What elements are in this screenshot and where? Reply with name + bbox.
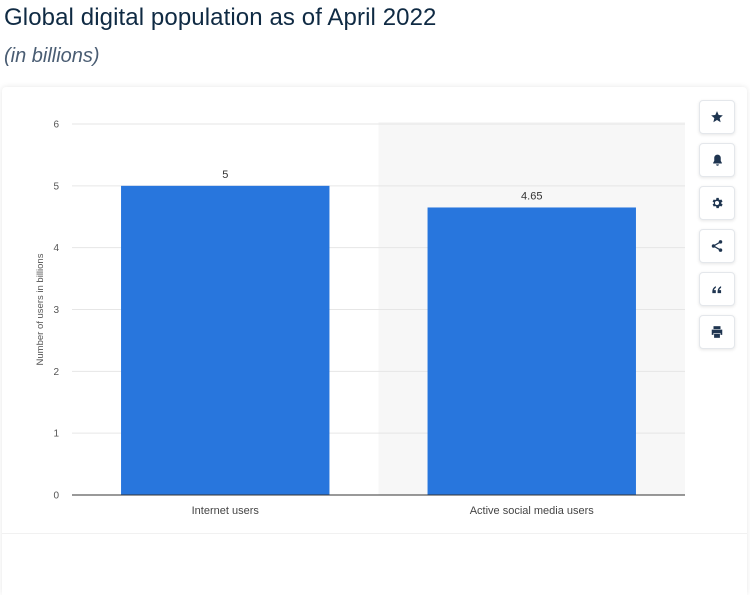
bar — [121, 185, 330, 496]
print-icon — [711, 326, 723, 338]
y-tick-label: 2 — [53, 367, 59, 378]
notification-button[interactable] — [699, 143, 735, 177]
y-tick-label: 1 — [53, 429, 59, 440]
bar — [427, 207, 636, 495]
y-tick-label: 6 — [53, 120, 59, 131]
chart-toolbar — [699, 100, 735, 358]
page-title: Global digital population as of April 20… — [4, 4, 437, 31]
share-icon — [711, 240, 723, 252]
y-tick-label: 5 — [53, 181, 59, 192]
settings-button[interactable] — [699, 186, 735, 220]
y-tick-label: 4 — [53, 243, 59, 254]
y-axis-title: Number of users in billions — [35, 253, 46, 365]
cite-button[interactable] — [699, 272, 735, 306]
data-label: 4.65 — [521, 190, 542, 202]
x-tick-label: Internet users — [192, 505, 260, 517]
card-footer-area — [2, 533, 747, 595]
print-button[interactable] — [699, 315, 735, 349]
y-tick-label: 0 — [53, 491, 59, 502]
quote-icon — [712, 286, 722, 294]
share-button[interactable] — [699, 229, 735, 263]
gear-icon — [712, 197, 723, 209]
star-icon — [711, 111, 723, 123]
favorite-button[interactable] — [699, 100, 735, 134]
bell-icon — [712, 154, 722, 166]
y-tick-label: 3 — [53, 305, 59, 316]
page-subtitle: (in billions) — [4, 45, 100, 67]
x-tick-label: Active social media users — [470, 505, 595, 517]
data-label: 5 — [222, 169, 228, 181]
